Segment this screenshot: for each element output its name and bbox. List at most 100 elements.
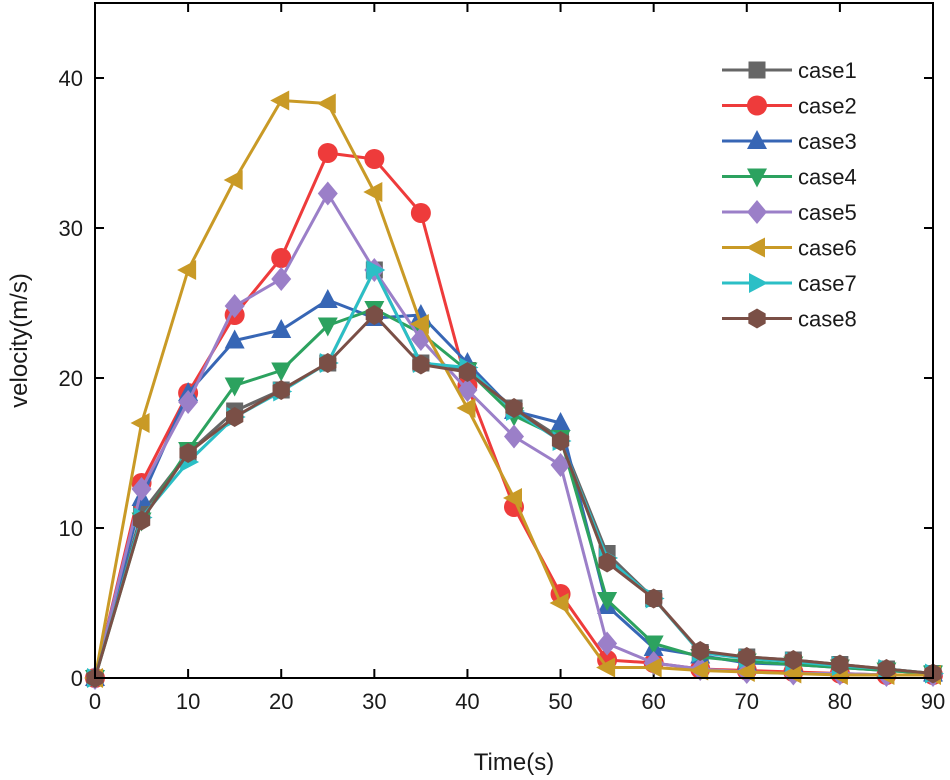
legend-marker bbox=[749, 273, 768, 293]
axes: 0 10 20 30 40 50 60 70 80 90 0 10 20 30 40 bbox=[59, 3, 945, 714]
legend-marker bbox=[748, 61, 766, 79]
data-point-case2 bbox=[410, 203, 431, 223]
x-tick-label: 40 bbox=[455, 689, 479, 714]
x-tick-label: 80 bbox=[828, 689, 852, 714]
x-tick-label: 60 bbox=[641, 689, 665, 714]
data-point-case8 bbox=[738, 647, 756, 667]
data-point-case6 bbox=[270, 90, 290, 111]
series-case6 bbox=[84, 90, 941, 688]
data-point-case6 bbox=[456, 398, 476, 418]
data-point-case8 bbox=[551, 431, 570, 451]
legend-label: case3 bbox=[798, 129, 857, 154]
data-point-case3 bbox=[317, 289, 338, 308]
legend-label: case8 bbox=[798, 307, 857, 332]
series-layer bbox=[84, 90, 944, 690]
x-tick-label: 0 bbox=[89, 689, 101, 714]
data-point-case3 bbox=[224, 329, 245, 349]
data-point-case5 bbox=[597, 631, 618, 656]
legend-label: case2 bbox=[798, 94, 857, 119]
legend-marker bbox=[747, 95, 767, 116]
legend-item-case7: case7 bbox=[722, 271, 857, 296]
x-tick-label: 20 bbox=[269, 689, 293, 714]
series-case8 bbox=[86, 305, 942, 688]
x-tick-label: 50 bbox=[548, 689, 572, 714]
data-point-case5 bbox=[271, 267, 292, 291]
data-point-case5 bbox=[178, 390, 199, 414]
legend-label: case6 bbox=[798, 236, 857, 261]
data-point-case2 bbox=[364, 149, 385, 169]
data-point-case6 bbox=[503, 488, 522, 508]
data-point-case8 bbox=[412, 354, 430, 375]
legend: case1 case2 case3 case4 case5 case6 case7 case8 bbox=[722, 58, 857, 332]
y-tick-label: 40 bbox=[59, 66, 83, 91]
data-point-case4 bbox=[224, 377, 245, 397]
data-point-case8 bbox=[505, 398, 523, 418]
legend-marker bbox=[746, 237, 765, 258]
data-point-case8 bbox=[179, 443, 197, 463]
y-tick-label: 0 bbox=[71, 666, 83, 691]
legend-item-case5: case5 bbox=[722, 200, 857, 225]
legend-label: case7 bbox=[798, 271, 857, 296]
series-line-case3 bbox=[93, 298, 934, 679]
legend-marker bbox=[747, 130, 767, 149]
data-point-case8 bbox=[831, 654, 849, 675]
data-point-case3 bbox=[550, 412, 571, 431]
data-point-case8 bbox=[226, 407, 244, 427]
data-point-case6 bbox=[130, 413, 150, 433]
legend-item-case2: case2 bbox=[722, 94, 857, 119]
data-point-case8 bbox=[877, 659, 896, 679]
legend-marker bbox=[748, 308, 766, 329]
data-point-case8 bbox=[365, 305, 383, 325]
legend-item-case4: case4 bbox=[722, 165, 857, 190]
x-tick-label: 70 bbox=[735, 689, 759, 714]
y-axis-label: velocity(m/s) bbox=[6, 273, 33, 408]
legend-marker bbox=[747, 200, 767, 224]
plot-frame bbox=[94, 2, 934, 679]
data-point-case3 bbox=[271, 319, 292, 338]
x-tick-label: 30 bbox=[362, 689, 386, 714]
data-point-case8 bbox=[645, 588, 663, 609]
data-point-case6 bbox=[409, 314, 429, 334]
data-point-case8 bbox=[458, 362, 477, 382]
data-point-case6 bbox=[223, 170, 243, 190]
legend-marker bbox=[747, 168, 767, 188]
data-point-case6 bbox=[689, 660, 709, 681]
data-point-case6 bbox=[363, 182, 383, 202]
data-point-case4 bbox=[643, 635, 664, 655]
x-tick-label: 10 bbox=[176, 689, 200, 714]
data-point-case8 bbox=[272, 380, 290, 400]
data-point-case2 bbox=[317, 143, 338, 163]
legend-item-case8: case8 bbox=[722, 307, 857, 332]
data-point-case8 bbox=[691, 641, 709, 661]
y-tick-label: 10 bbox=[59, 516, 83, 541]
legend-item-case1: case1 bbox=[722, 58, 857, 83]
data-point-case5 bbox=[131, 477, 152, 501]
legend-item-case6: case6 bbox=[722, 236, 857, 261]
data-point-case2 bbox=[271, 248, 292, 268]
data-point-case5 bbox=[317, 181, 338, 206]
data-point-case6 bbox=[549, 593, 569, 613]
y-tick-label: 30 bbox=[59, 216, 83, 241]
legend-label: case1 bbox=[798, 58, 857, 83]
data-point-case8 bbox=[784, 650, 802, 670]
data-point-case4 bbox=[271, 362, 292, 382]
legend-item-case3: case3 bbox=[722, 129, 857, 154]
data-point-case5 bbox=[550, 453, 571, 477]
data-point-case8 bbox=[319, 353, 337, 373]
data-point-case4 bbox=[317, 317, 338, 337]
y-tick-label: 20 bbox=[59, 366, 83, 391]
data-point-case8 bbox=[132, 510, 151, 531]
data-point-case6 bbox=[642, 657, 662, 678]
x-axis-label: Time(s) bbox=[474, 749, 554, 776]
data-point-case7 bbox=[366, 260, 386, 280]
data-point-case5 bbox=[224, 294, 245, 318]
data-point-case8 bbox=[598, 552, 616, 573]
data-point-case6 bbox=[316, 93, 336, 114]
legend-label: case5 bbox=[798, 200, 857, 225]
data-point-case6 bbox=[596, 657, 616, 678]
legend-label: case4 bbox=[798, 165, 857, 190]
x-tick-label: 90 bbox=[921, 689, 945, 714]
data-point-case6 bbox=[177, 260, 197, 280]
data-point-case5 bbox=[504, 424, 524, 449]
